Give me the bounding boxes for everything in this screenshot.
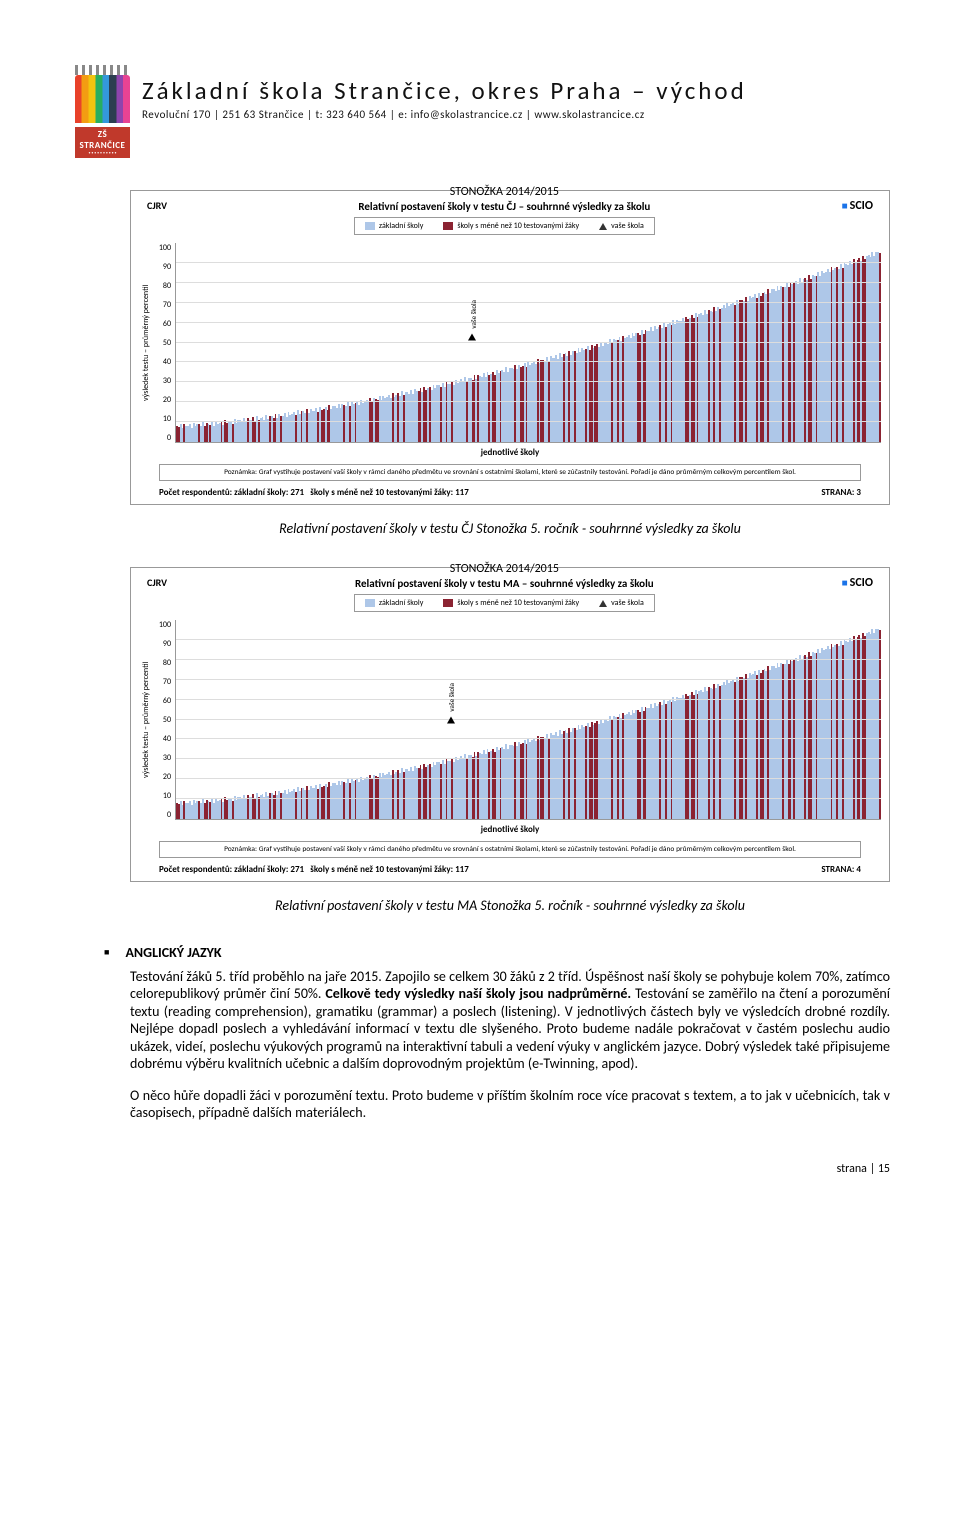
chart-title: Relativní postavení školy v testu ČJ – s… — [354, 200, 655, 213]
chart-footer: Počet respondentů: základní školy: 271 š… — [139, 858, 881, 877]
school-logo: ZŠ STRANČICE • • • • • • • • • • — [75, 75, 130, 150]
page-number: strana | 15 — [130, 1162, 890, 1176]
document-header: ZŠ STRANČICE • • • • • • • • • • Základn… — [75, 75, 890, 150]
chart-supertitle: STONOŽKA 2014/2015 — [354, 185, 655, 199]
body-text: ANGLICKÝ JAZYK Testování žáků 5. tříd pr… — [130, 944, 890, 1122]
chart-ma: CJRV STONOŽKA 2014/2015 Relativní postav… — [130, 567, 890, 882]
chart-caption: Relativní postavení školy v testu MA Sto… — [130, 897, 890, 914]
scio-logo: SCIO — [842, 576, 873, 590]
chart-footer: Počet respondentů: základní školy: 271 š… — [139, 481, 881, 500]
chart-supertitle: STONOŽKA 2014/2015 — [354, 562, 655, 576]
page-title: Základní škola Strančice, okres Praha – … — [142, 75, 747, 106]
scio-logo: SCIO — [842, 199, 873, 213]
paragraph: Testování žáků 5. tříd proběhlo na jaře … — [130, 968, 890, 1073]
x-axis-label: jednotlivé školy — [139, 824, 881, 835]
chart-abbr: CJRV — [147, 576, 167, 589]
x-axis-label: jednotlivé školy — [139, 447, 881, 458]
paragraph: O něco hůře dopadli žáci v porozumění te… — [130, 1087, 890, 1122]
page-subtitle: Revoluční 170 | 251 63 Strančice | t: 32… — [142, 108, 747, 121]
chart-legend: základní školy školy s méně než 10 testo… — [354, 594, 655, 612]
section-heading: ANGLICKÝ JAZYK — [130, 944, 890, 962]
chart-plot: vaše škola — [175, 243, 881, 443]
y-axis-label: výsledek testu – průměrný percentil — [139, 243, 153, 443]
y-axis-label: výsledek testu – průměrný percentil — [139, 620, 153, 820]
chart-legend: základní školy školy s méně než 10 testo… — [354, 217, 655, 235]
chart-abbr: CJRV — [147, 199, 167, 212]
chart-cj: CJRV STONOŽKA 2014/2015 Relativní postav… — [130, 190, 890, 505]
chart-title: Relativní postavení školy v testu MA – s… — [354, 577, 655, 590]
chart-plot: vaše škola — [175, 620, 881, 820]
chart-note: Poznámka: Graf vystihuje postavení vaší … — [159, 841, 861, 858]
chart-note: Poznámka: Graf vystihuje postavení vaší … — [159, 464, 861, 481]
chart-caption: Relativní postavení školy v testu ČJ Sto… — [130, 520, 890, 537]
y-axis-ticks: 0102030405060708090100 — [153, 243, 175, 443]
y-axis-ticks: 0102030405060708090100 — [153, 620, 175, 820]
